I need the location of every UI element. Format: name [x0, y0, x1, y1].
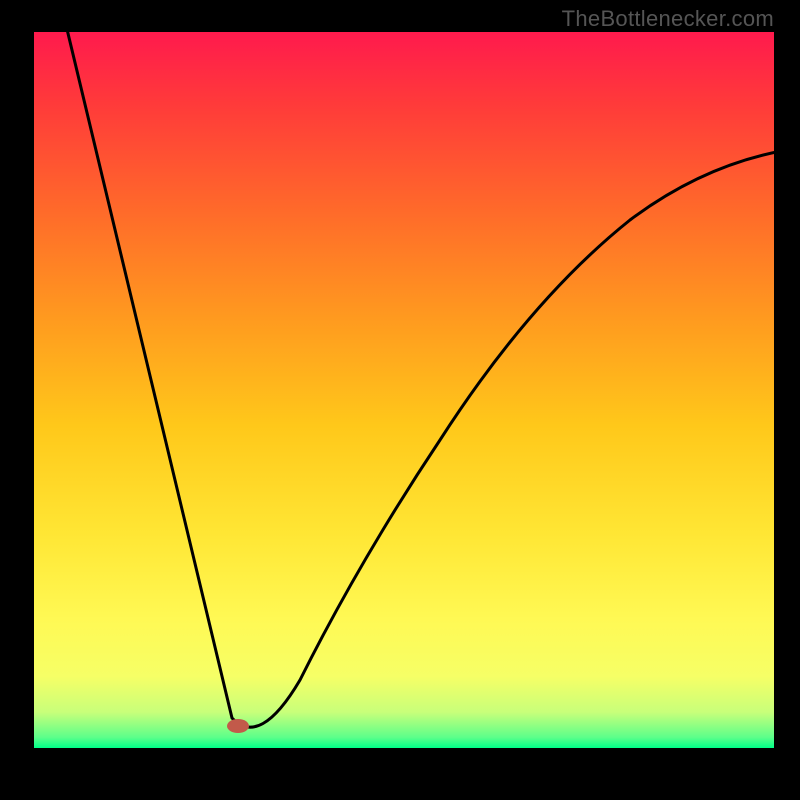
bottleneck-curve: [60, 0, 800, 727]
frame-right: [774, 0, 800, 800]
frame-bottom: [0, 748, 800, 800]
optimal-point-marker: [227, 719, 249, 733]
watermark-text: TheBottlenecker.com: [562, 6, 774, 32]
chart-container: TheBottlenecker.com: [0, 0, 800, 800]
frame-left: [0, 0, 34, 800]
curve-layer: [0, 0, 800, 800]
